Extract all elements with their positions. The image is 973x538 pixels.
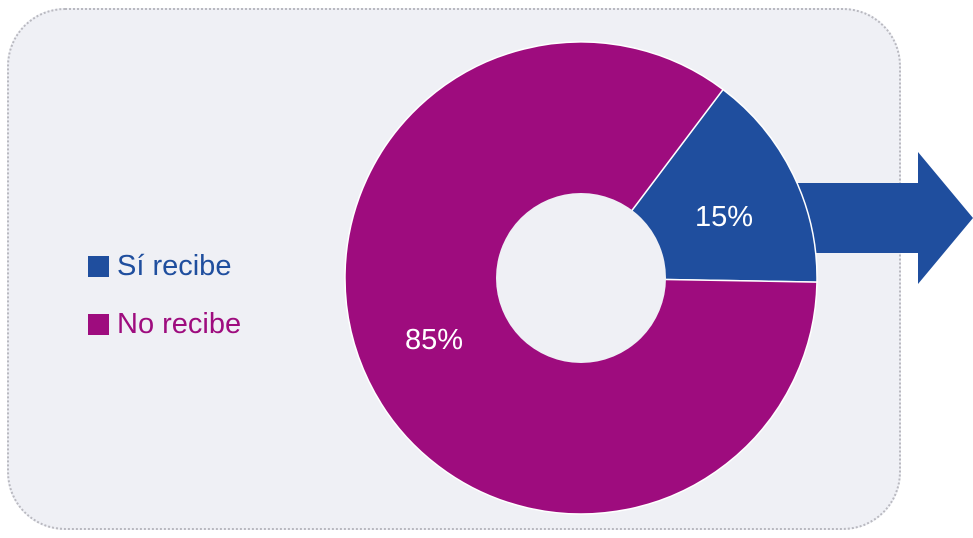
data-label-no: 85% [405,324,463,356]
legend-swatch-no [88,313,109,335]
legend: Sí recibe No recibe [88,246,241,362]
legend-item-si: Sí recibe [88,246,241,286]
legend-item-no: No recibe [88,304,241,344]
legend-label-no: No recibe [117,307,242,340]
data-label-si: 15% [695,201,753,233]
doughnut-hole [496,193,666,363]
legend-swatch-si [88,255,109,277]
right-arrow-icon [790,152,973,284]
data-labels-group: 15% 85% [405,201,753,356]
legend-label-si: Sí recibe [117,249,232,282]
